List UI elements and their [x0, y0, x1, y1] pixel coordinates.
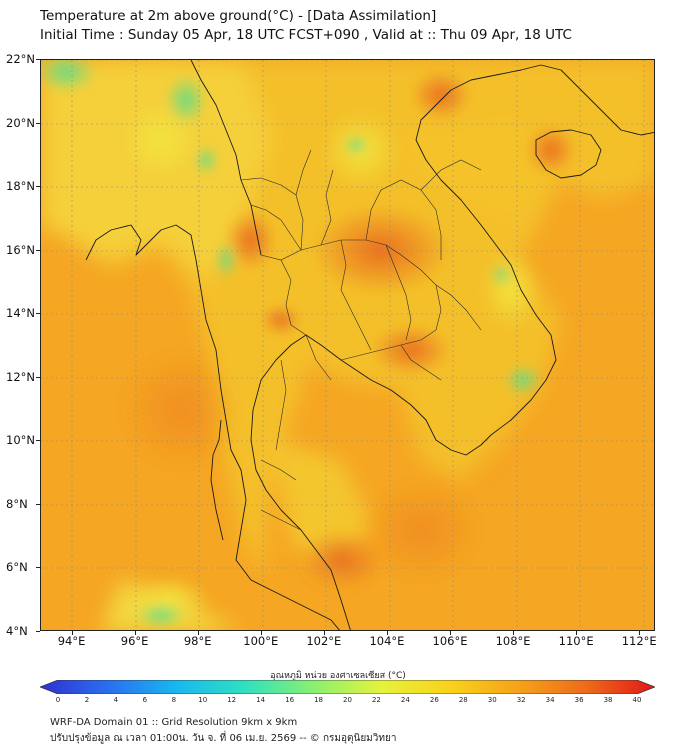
lon-label: 108°E — [495, 634, 531, 648]
coastlines — [85, 60, 654, 630]
lon-tick — [71, 631, 73, 635]
lon-label: 102°E — [306, 634, 342, 648]
graticule — [41, 60, 654, 630]
colorbar-tick-label: 12 — [227, 696, 237, 704]
lat-label: 22°N — [6, 52, 35, 66]
colorbar-tick-label: 14 — [256, 696, 266, 704]
footer-update-info: ปรับปรุงข้อมูล ณ เวลา 01:00น. วัน จ. ที่… — [50, 733, 397, 744]
colorbar-tick-label: 28 — [458, 696, 468, 704]
colorbar-tick-label: 34 — [545, 696, 555, 704]
lat-tick — [36, 631, 40, 632]
lon-label: 94°E — [57, 634, 86, 648]
lon-label: 112°E — [621, 634, 657, 648]
lat-tick — [36, 186, 40, 188]
map-title: Temperature at 2m above ground(°C) - [Da… — [40, 8, 437, 24]
lon-tick — [197, 631, 199, 635]
colorbar-tick-label: 40 — [632, 696, 642, 704]
colorbar-title: อุณหภูมิ หน่วย องศาเซลเซียส (°C) — [270, 671, 406, 681]
lat-label: 6°N — [6, 560, 28, 575]
temperature-map — [40, 59, 655, 631]
lon-tick — [450, 631, 451, 635]
colorbar — [40, 680, 655, 694]
lon-label: 104°E — [369, 634, 405, 648]
lat-label: 10°N — [6, 433, 35, 448]
lat-tick — [36, 122, 40, 124]
colorbar-tick-label: 10 — [198, 696, 208, 704]
lon-tick — [134, 631, 136, 635]
colorbar-tick-label: 30 — [487, 696, 497, 704]
colorbar-tick-label: 6 — [142, 696, 148, 704]
lon-tick — [639, 631, 641, 635]
lat-label: 18°N — [6, 179, 35, 194]
lon-label: 110°E — [558, 634, 594, 648]
lat-tick — [36, 313, 40, 315]
colorbar-tick-label: 36 — [574, 696, 584, 704]
colorbar-ramp — [40, 680, 655, 694]
lat-label: 8°N — [6, 496, 28, 511]
map-subtitle: Initial Time : Sunday 05 Apr, 18 UTC FCS… — [40, 27, 572, 43]
lat-tick — [36, 59, 40, 60]
lat-label: 4°N — [6, 624, 28, 638]
lat-label: 16°N — [6, 242, 35, 257]
colorbar-tick-label: 38 — [603, 696, 613, 704]
colorbar-tick-label: 20 — [343, 696, 352, 704]
lat-label: 14°N — [6, 306, 35, 321]
colorbar-tick-label: 22 — [371, 696, 381, 704]
temperature-field — [41, 60, 654, 630]
lat-tick — [36, 249, 40, 251]
lon-tick — [386, 631, 388, 635]
lat-label: 20°N — [6, 115, 35, 130]
lat-tick — [36, 567, 40, 569]
lat-tick — [36, 503, 40, 505]
lon-label: 96°E — [120, 634, 149, 648]
colorbar-tick-label: 8 — [171, 696, 177, 704]
lat-label: 12°N — [6, 369, 35, 384]
lat-tick — [36, 440, 40, 442]
colorbar-tick-label: 4 — [113, 696, 119, 704]
lon-label: 98°E — [183, 634, 212, 648]
colorbar-tick-label: 2 — [84, 696, 90, 704]
lon-label: 100°E — [243, 634, 279, 648]
colorbar-tick-label: 16 — [285, 696, 295, 704]
colorbar-tick-label: 18 — [314, 696, 323, 704]
lon-label: 106°E — [432, 634, 468, 648]
colorbar-tick-label: 24 — [400, 696, 410, 704]
colorbar-tick-label: 26 — [429, 696, 439, 704]
lon-tick — [576, 631, 578, 635]
colorbar-tick-label: 0 — [55, 696, 61, 704]
admin-borders — [240, 149, 482, 531]
footer-model-info: WRF-DA Domain 01 :: Grid Resolution 9km … — [50, 717, 298, 728]
colorbar-tick-label: 32 — [516, 696, 526, 704]
lon-tick — [513, 631, 515, 635]
lat-tick — [36, 376, 40, 378]
lon-tick — [260, 631, 262, 635]
lon-tick — [323, 631, 325, 635]
